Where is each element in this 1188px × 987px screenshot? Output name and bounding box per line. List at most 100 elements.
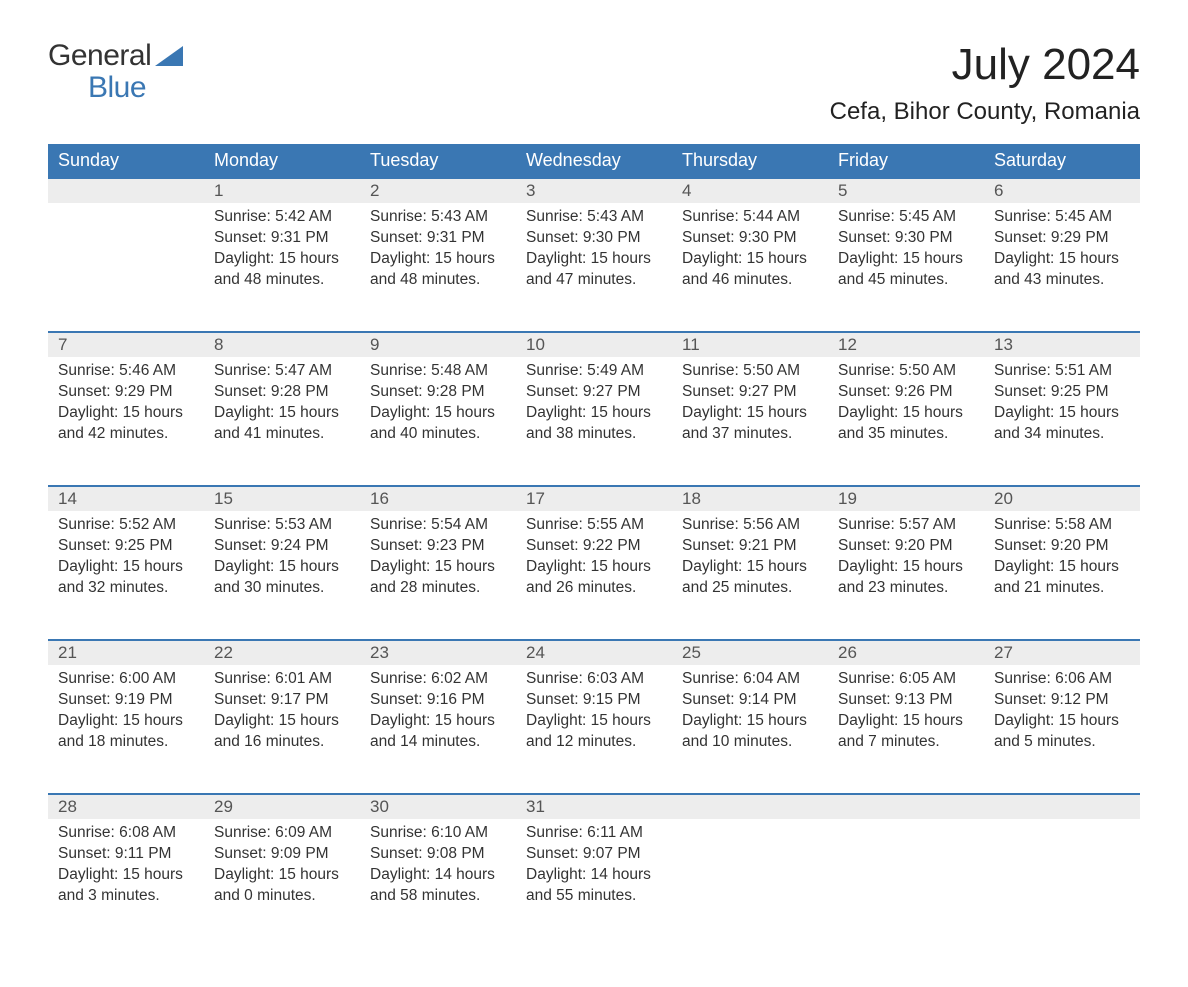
daylight-text: and 55 minutes.: [526, 886, 662, 907]
daynum-row: 78910111213: [48, 331, 1140, 357]
day-details: Sunrise: 5:50 AMSunset: 9:26 PMDaylight:…: [828, 357, 984, 459]
day-number-cell: 10: [516, 331, 672, 357]
daylight-text: Daylight: 14 hours: [370, 865, 506, 886]
day-number-cell: 24: [516, 639, 672, 665]
sunset-text: Sunset: 9:08 PM: [370, 844, 506, 865]
sunset-text: Sunset: 9:21 PM: [682, 536, 818, 557]
day-cell: Sunrise: 6:00 AMSunset: 9:19 PMDaylight:…: [48, 665, 204, 793]
day-number: 7: [48, 331, 204, 357]
day-body-row: Sunrise: 5:52 AMSunset: 9:25 PMDaylight:…: [48, 511, 1140, 639]
sunrise-text: Sunrise: 5:50 AM: [838, 361, 974, 382]
daylight-text: and 26 minutes.: [526, 578, 662, 599]
day-number-cell: [984, 793, 1140, 819]
day-cell: Sunrise: 5:45 AMSunset: 9:30 PMDaylight:…: [828, 203, 984, 331]
daylight-text: and 30 minutes.: [214, 578, 350, 599]
calendar-table: SundayMondayTuesdayWednesdayThursdayFrid…: [48, 144, 1140, 947]
day-number-cell: 21: [48, 639, 204, 665]
daylight-text: Daylight: 15 hours: [682, 249, 818, 270]
sunrise-text: Sunrise: 6:01 AM: [214, 669, 350, 690]
daylight-text: Daylight: 15 hours: [682, 711, 818, 732]
daylight-text: and 47 minutes.: [526, 270, 662, 291]
daylight-text: Daylight: 15 hours: [370, 403, 506, 424]
day-number: [672, 793, 828, 819]
sunset-text: Sunset: 9:29 PM: [58, 382, 194, 403]
day-cell: Sunrise: 6:11 AMSunset: 9:07 PMDaylight:…: [516, 819, 672, 947]
day-details: Sunrise: 6:00 AMSunset: 9:19 PMDaylight:…: [48, 665, 204, 767]
daylight-text: Daylight: 15 hours: [214, 403, 350, 424]
day-number: 12: [828, 331, 984, 357]
sunrise-text: Sunrise: 5:55 AM: [526, 515, 662, 536]
sunset-text: Sunset: 9:31 PM: [370, 228, 506, 249]
weekday-header: Monday: [204, 144, 360, 177]
sunrise-text: Sunrise: 6:02 AM: [370, 669, 506, 690]
sunrise-text: Sunrise: 5:46 AM: [58, 361, 194, 382]
day-details: Sunrise: 5:44 AMSunset: 9:30 PMDaylight:…: [672, 203, 828, 305]
daylight-text: Daylight: 15 hours: [682, 403, 818, 424]
day-number-cell: 27: [984, 639, 1140, 665]
day-number: 23: [360, 639, 516, 665]
day-number-cell: 5: [828, 177, 984, 203]
daylight-text: and 37 minutes.: [682, 424, 818, 445]
day-number-cell: 22: [204, 639, 360, 665]
daylight-text: and 25 minutes.: [682, 578, 818, 599]
day-number-cell: 12: [828, 331, 984, 357]
day-details: Sunrise: 6:06 AMSunset: 9:12 PMDaylight:…: [984, 665, 1140, 767]
daylight-text: and 40 minutes.: [370, 424, 506, 445]
daylight-text: Daylight: 15 hours: [58, 403, 194, 424]
day-number: 14: [48, 485, 204, 511]
day-number-cell: 9: [360, 331, 516, 357]
daylight-text: Daylight: 15 hours: [370, 557, 506, 578]
day-number-cell: 11: [672, 331, 828, 357]
day-number-cell: 19: [828, 485, 984, 511]
day-details: Sunrise: 6:08 AMSunset: 9:11 PMDaylight:…: [48, 819, 204, 921]
sunset-text: Sunset: 9:19 PM: [58, 690, 194, 711]
day-number: 8: [204, 331, 360, 357]
day-cell: [828, 819, 984, 947]
daylight-text: Daylight: 15 hours: [214, 711, 350, 732]
day-number-cell: 6: [984, 177, 1140, 203]
sunset-text: Sunset: 9:20 PM: [994, 536, 1130, 557]
daylight-text: and 43 minutes.: [994, 270, 1130, 291]
day-body-row: Sunrise: 5:42 AMSunset: 9:31 PMDaylight:…: [48, 203, 1140, 331]
day-details: Sunrise: 5:57 AMSunset: 9:20 PMDaylight:…: [828, 511, 984, 613]
daylight-text: Daylight: 15 hours: [838, 557, 974, 578]
day-cell: [672, 819, 828, 947]
sunrise-text: Sunrise: 5:44 AM: [682, 207, 818, 228]
daylight-text: Daylight: 14 hours: [526, 865, 662, 886]
day-number: 4: [672, 177, 828, 203]
day-details: Sunrise: 5:56 AMSunset: 9:21 PMDaylight:…: [672, 511, 828, 613]
day-cell: Sunrise: 5:47 AMSunset: 9:28 PMDaylight:…: [204, 357, 360, 485]
sunrise-text: Sunrise: 5:51 AM: [994, 361, 1130, 382]
daylight-text: Daylight: 15 hours: [838, 403, 974, 424]
sunrise-text: Sunrise: 6:10 AM: [370, 823, 506, 844]
day-cell: Sunrise: 5:56 AMSunset: 9:21 PMDaylight:…: [672, 511, 828, 639]
sunset-text: Sunset: 9:20 PM: [838, 536, 974, 557]
daylight-text: and 14 minutes.: [370, 732, 506, 753]
day-number: 17: [516, 485, 672, 511]
daylight-text: and 42 minutes.: [58, 424, 194, 445]
sunrise-text: Sunrise: 5:50 AM: [682, 361, 818, 382]
day-number: 2: [360, 177, 516, 203]
day-details: Sunrise: 5:53 AMSunset: 9:24 PMDaylight:…: [204, 511, 360, 613]
daylight-text: Daylight: 15 hours: [58, 865, 194, 886]
weekday-header: Thursday: [672, 144, 828, 177]
day-number-cell: 16: [360, 485, 516, 511]
day-cell: Sunrise: 5:50 AMSunset: 9:26 PMDaylight:…: [828, 357, 984, 485]
daynum-row: 14151617181920: [48, 485, 1140, 511]
sunrise-text: Sunrise: 6:06 AM: [994, 669, 1130, 690]
day-number-cell: 17: [516, 485, 672, 511]
day-number: 16: [360, 485, 516, 511]
triangle-icon: [155, 46, 183, 66]
day-cell: Sunrise: 5:57 AMSunset: 9:20 PMDaylight:…: [828, 511, 984, 639]
daylight-text: and 32 minutes.: [58, 578, 194, 599]
day-cell: Sunrise: 5:42 AMSunset: 9:31 PMDaylight:…: [204, 203, 360, 331]
day-number: 6: [984, 177, 1140, 203]
day-details: Sunrise: 5:47 AMSunset: 9:28 PMDaylight:…: [204, 357, 360, 459]
daylight-text: and 45 minutes.: [838, 270, 974, 291]
day-details: Sunrise: 5:45 AMSunset: 9:30 PMDaylight:…: [828, 203, 984, 305]
day-cell: Sunrise: 6:02 AMSunset: 9:16 PMDaylight:…: [360, 665, 516, 793]
day-number: [828, 793, 984, 819]
day-cell: Sunrise: 5:45 AMSunset: 9:29 PMDaylight:…: [984, 203, 1140, 331]
daylight-text: and 35 minutes.: [838, 424, 974, 445]
daylight-text: Daylight: 15 hours: [526, 557, 662, 578]
